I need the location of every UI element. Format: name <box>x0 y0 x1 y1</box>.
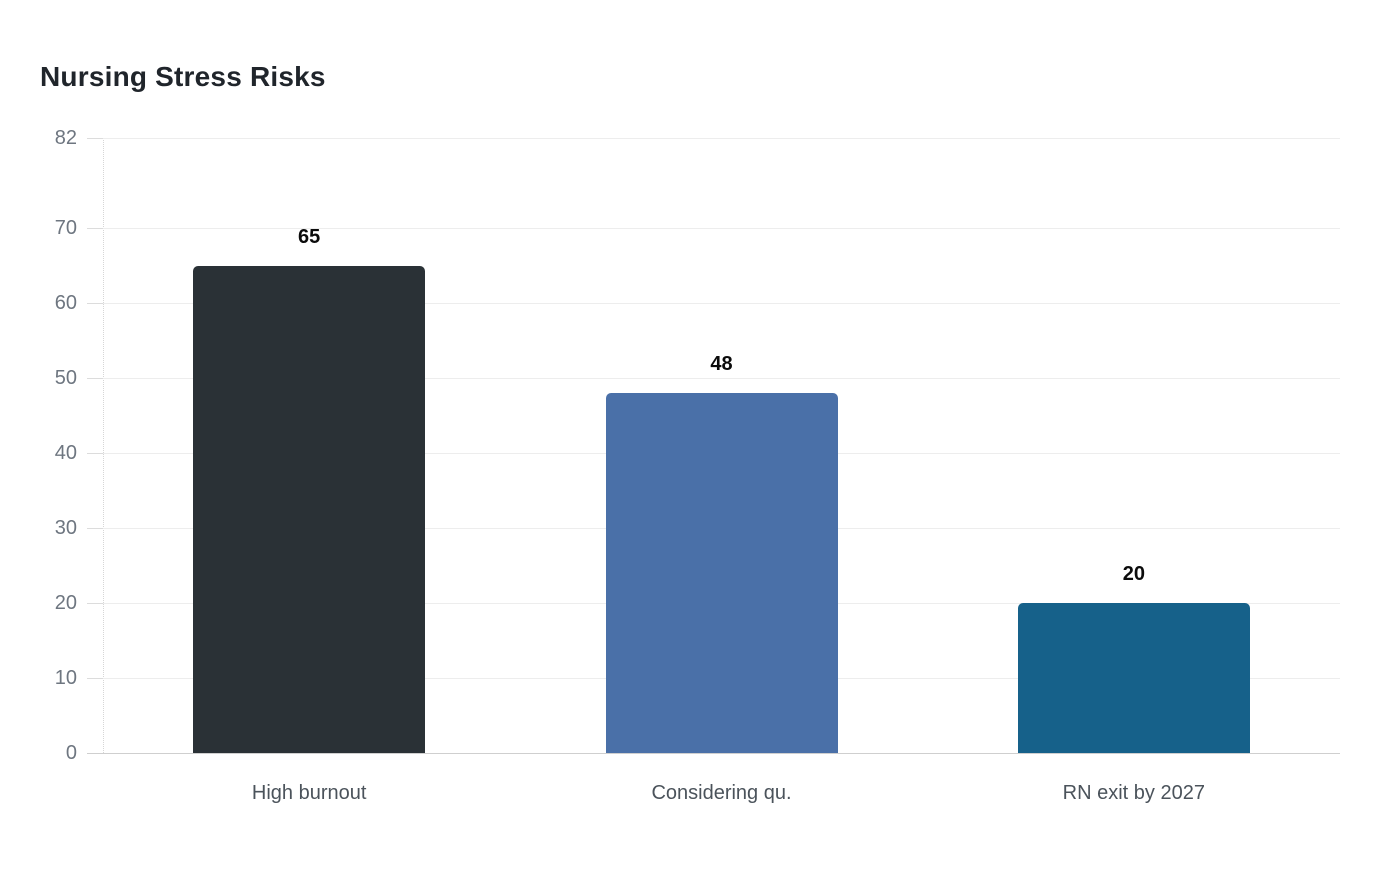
y-axis-line <box>103 138 104 753</box>
y-tick-label: 50 <box>54 367 77 389</box>
y-tick-label: 40 <box>54 442 77 464</box>
bar <box>193 265 426 753</box>
x-axis-baseline <box>87 752 1340 754</box>
y-tick-mark <box>87 137 103 139</box>
y-tick-mark <box>87 302 103 304</box>
y-tick-label: 70 <box>54 217 77 239</box>
bar-value-label: 65 <box>298 225 321 248</box>
gridline <box>103 137 1340 139</box>
y-tick-mark <box>87 377 103 379</box>
chart-title: Nursing Stress Risks <box>40 61 326 92</box>
x-tick-label: RN exit by 2027 <box>1062 782 1205 804</box>
y-tick-label: 60 <box>54 292 77 314</box>
bar-value-label: 48 <box>710 353 733 375</box>
gridline <box>103 302 1340 304</box>
bar <box>605 393 838 753</box>
y-tick-mark <box>87 527 103 529</box>
x-tick-label: Considering qu. <box>651 782 792 804</box>
gridline <box>103 377 1340 379</box>
y-tick-label: 10 <box>54 667 77 689</box>
plot-area: 65 48 20 <box>87 137 1340 754</box>
y-tick-label: 30 <box>54 517 77 539</box>
y-tick-label: 20 <box>54 592 77 614</box>
y-tick-mark <box>87 227 103 229</box>
x-tick-label: High burnout <box>251 782 367 804</box>
y-tick-mark <box>87 677 103 679</box>
y-tick-mark <box>87 452 103 454</box>
y-tick-label: 82 <box>54 127 77 149</box>
bar-value-label: 20 <box>1122 563 1145 585</box>
y-tick-label: 0 <box>65 742 77 764</box>
bar <box>1017 603 1250 753</box>
gridline <box>103 227 1340 229</box>
y-tick-mark <box>87 602 103 604</box>
